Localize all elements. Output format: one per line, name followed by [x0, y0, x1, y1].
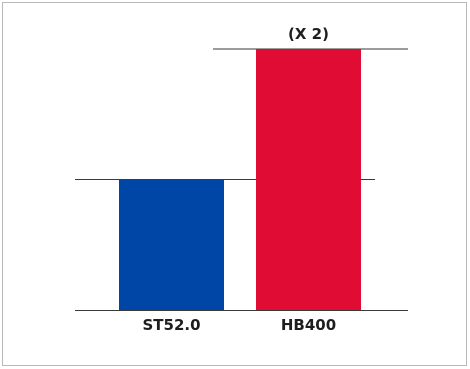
- x-tick-label: ST52.0: [142, 316, 200, 334]
- bar-annotation: (X 2): [288, 25, 329, 43]
- bar-chart: ST52.0 HB400 (X 2): [75, 25, 408, 334]
- x-tick-label: HB400: [281, 316, 336, 334]
- chart-frame: ST52.0 HB400 (X 2): [2, 2, 467, 366]
- bar-hb400: [256, 49, 361, 310]
- bar-st52-0: [119, 179, 224, 310]
